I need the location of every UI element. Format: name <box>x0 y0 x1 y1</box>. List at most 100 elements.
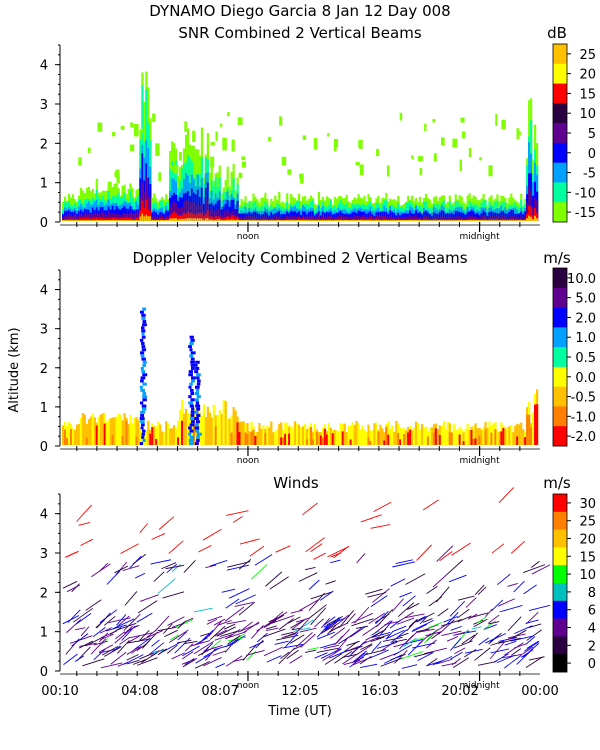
snr-cell <box>282 218 285 221</box>
snr-cell <box>121 217 124 221</box>
snr-cell <box>278 215 281 221</box>
snr-cell <box>196 202 200 221</box>
velocity-plume <box>189 442 194 446</box>
snr-cell <box>268 220 271 221</box>
wind-barb <box>78 640 94 649</box>
snr-cell <box>536 212 539 221</box>
snr-cell <box>101 212 104 221</box>
wind-barb <box>168 540 184 554</box>
snr-cell <box>123 217 126 221</box>
velocity-cell <box>230 415 233 445</box>
y-tick-label: 1 <box>40 177 48 192</box>
wind-barb <box>131 645 142 654</box>
snr-cell <box>301 218 305 221</box>
wind-barb <box>445 612 459 626</box>
snr-cell <box>109 220 112 221</box>
wind-barb <box>379 652 399 661</box>
wind-barb <box>214 633 233 641</box>
snr-cell <box>272 220 275 221</box>
wind-barb <box>343 660 361 666</box>
snr-cell <box>530 206 533 221</box>
velocity-cell <box>288 433 291 445</box>
velocity-cell <box>242 421 245 445</box>
y-tick-label: 4 <box>40 59 48 74</box>
velocity-cell <box>192 416 196 445</box>
wind-barb <box>103 615 116 626</box>
snr-cell <box>163 220 166 221</box>
snr-cell <box>345 215 348 221</box>
snr-cell <box>175 203 178 221</box>
velocity-plume <box>195 398 199 402</box>
velocity-cell <box>329 427 332 445</box>
wind-barb <box>281 631 294 636</box>
winds-title: Winds <box>273 474 319 492</box>
velocity-cell <box>450 432 453 445</box>
snr-cell <box>329 220 332 221</box>
velocity-cell <box>536 404 539 445</box>
snr-cell <box>432 220 436 221</box>
snr-cell <box>194 214 198 221</box>
snr-cell <box>339 218 342 221</box>
wind-barb <box>327 624 337 635</box>
snr-cell <box>75 220 79 221</box>
velocity-plume <box>142 392 146 396</box>
snr-cell <box>419 212 422 221</box>
snr-cell <box>175 213 178 221</box>
wind-barb <box>372 632 391 638</box>
snr-cell <box>490 220 493 221</box>
velocity-cell <box>190 413 194 445</box>
snr-cell <box>182 218 186 221</box>
velocity-cell <box>155 438 158 445</box>
snr-cell <box>534 215 537 221</box>
wind-barb <box>497 637 521 644</box>
wind-barb <box>161 562 177 570</box>
wind-barb <box>325 580 336 585</box>
snr-cell <box>403 213 406 221</box>
snr-speckle <box>241 161 247 168</box>
snr-cell <box>181 214 184 221</box>
velocity-cell <box>397 432 400 445</box>
velocity-cell <box>63 429 67 445</box>
velocity-cell <box>528 414 531 445</box>
wind-barb <box>266 627 279 632</box>
snr-cell <box>85 217 88 221</box>
velocity-cell <box>349 439 352 445</box>
velocity-cell <box>228 418 231 445</box>
colorbar-swatch <box>553 44 567 65</box>
snr-cell <box>186 218 190 221</box>
wind-barb <box>373 501 392 513</box>
wind-barb <box>411 623 428 633</box>
snr-cell <box>264 216 267 221</box>
snr-cell <box>206 218 209 221</box>
snr-cell <box>317 214 321 221</box>
snr-cell <box>67 218 71 221</box>
snr-speckle <box>298 174 304 179</box>
velocity-cell <box>337 430 340 445</box>
snr-speckle <box>279 116 283 126</box>
velocity-cell <box>105 422 108 445</box>
wind-barb <box>360 514 382 523</box>
velocity-cell <box>111 434 114 445</box>
wind-barb <box>305 537 325 553</box>
velocity-plume <box>142 307 147 311</box>
snr-cell <box>472 218 475 221</box>
colorbar-swatch <box>553 162 567 183</box>
velocity-cell <box>355 420 358 445</box>
snr-cell <box>252 220 255 221</box>
colorbar-label: -15 <box>575 206 596 221</box>
velocity-plume <box>196 373 201 377</box>
velocity-cell <box>377 432 380 445</box>
velocity-plume <box>194 363 198 367</box>
wind-barb <box>314 618 324 628</box>
snr-cell <box>115 220 118 221</box>
wind-barb <box>464 648 477 658</box>
snr-cell <box>315 220 319 221</box>
velocity-plume <box>194 410 199 414</box>
wind-barb <box>402 639 424 645</box>
velocity-cell <box>349 425 352 445</box>
wind-barb <box>489 635 499 643</box>
wind-barb <box>343 627 363 642</box>
doppler-colorbar: 10.05.02.01.00.50.0-0.5-1.0-2.0 <box>552 267 596 447</box>
velocity-plume <box>141 335 146 339</box>
snr-cell <box>254 216 257 221</box>
